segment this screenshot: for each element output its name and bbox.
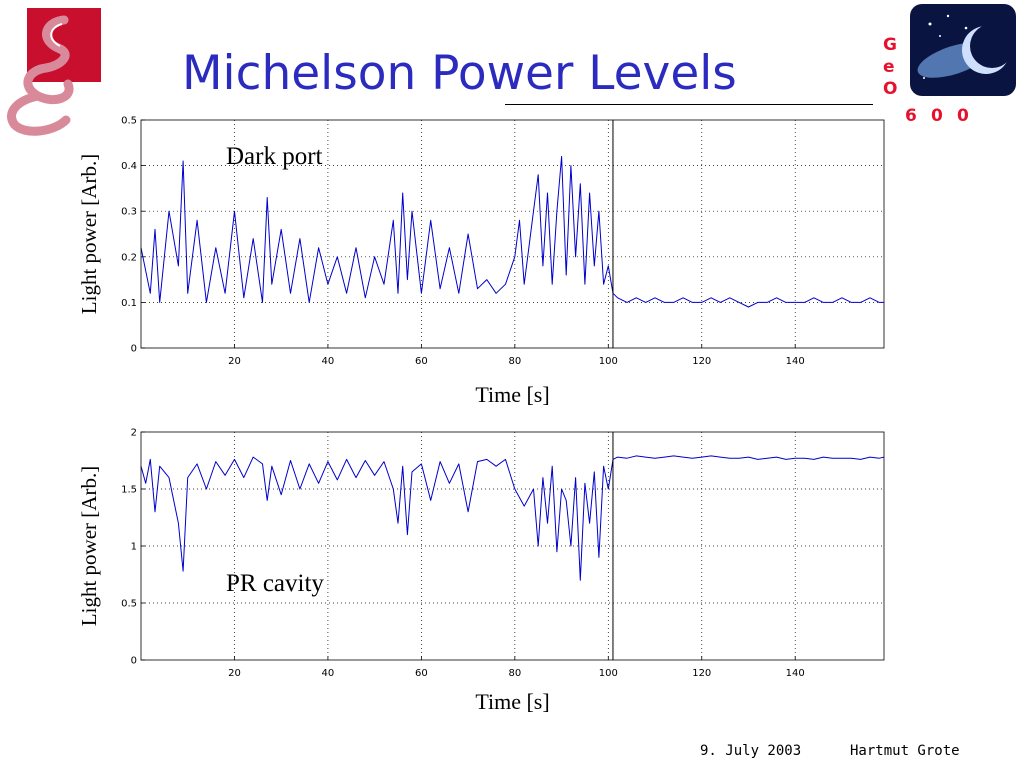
- logo-letter: O: [883, 79, 897, 99]
- plot-frame: [140, 431, 885, 661]
- logo-planet-shadow: [970, 24, 1014, 68]
- chart-pr-cavity: 20 40 60 80 100 120 140 0 0.5 1 1.5 2 PR cavity Time …: [77, 428, 885, 714]
- institution-logo: [7, 8, 101, 136]
- series-line: [140, 156, 884, 308]
- x-tick-label: 40: [322, 356, 335, 367]
- logo-number: 6: [905, 106, 917, 126]
- logo-star: [939, 35, 941, 37]
- logo-star: [946, 14, 950, 18]
- x-tick-label: 80: [508, 356, 521, 367]
- x-tick-label: 20: [228, 356, 241, 367]
- logo-letter: e: [883, 57, 895, 77]
- y-tick-label: 1: [131, 542, 137, 553]
- logo-swirl: [7, 15, 74, 136]
- y-tick-label: 2: [131, 428, 137, 439]
- chart-annotation: PR cavity: [226, 570, 324, 597]
- x-axis-label: Time [s]: [475, 382, 549, 407]
- x-tick-label: 60: [415, 356, 428, 367]
- x-tick-label: 120: [692, 668, 711, 679]
- logo-swirl-inner: [50, 23, 63, 47]
- y-tick-label: 0: [131, 656, 137, 667]
- y-tick-label: 0.3: [121, 207, 137, 218]
- page-title: Michelson Power Levels: [182, 46, 737, 101]
- x-tick-label: 120: [692, 356, 711, 367]
- logo-star: [964, 26, 968, 30]
- plot-frame: [140, 119, 885, 349]
- series-line: [140, 455, 885, 581]
- logo-number: 0: [931, 106, 943, 126]
- title-underline: [505, 104, 873, 105]
- x-tick-label: 100: [599, 668, 618, 679]
- y-tick-label: 1.5: [121, 485, 137, 496]
- chart-annotation: Dark port: [226, 143, 323, 170]
- chart-dark-port: 20 40 60 80 100 120 140 0 0.1 0.2 0.3 0.4 0.5 Dark po…: [77, 116, 885, 407]
- x-tick-label: 20: [228, 668, 241, 679]
- logo-star: [923, 77, 925, 79]
- y-tick-label: 0.5: [121, 599, 137, 610]
- x-tick-label: 40: [322, 668, 335, 679]
- y-axis-label: Light power [Arb.]: [77, 466, 101, 626]
- logo-number: 0: [957, 106, 969, 126]
- plot-area: [141, 432, 884, 660]
- y-tick-label: 0.2: [121, 252, 137, 263]
- x-axis-label: Time [s]: [475, 689, 549, 714]
- footer-author: Hartmut Grote: [850, 743, 960, 759]
- x-tick-label: 60: [415, 668, 428, 679]
- footer-date: 9. July 2003: [700, 743, 802, 759]
- logo-letter: G: [883, 35, 897, 55]
- y-tick-label: 0: [131, 344, 137, 355]
- x-tick-label: 100: [599, 356, 618, 367]
- y-tick-label: 0.4: [121, 161, 137, 172]
- y-tick-label: 0.5: [121, 116, 137, 127]
- y-tick-label: 0.1: [121, 298, 137, 309]
- y-axis-label: Light power [Arb.]: [77, 154, 101, 314]
- logo-star: [928, 22, 932, 26]
- geo600-logo: G e O 6 0 0: [883, 4, 1016, 126]
- x-tick-label: 140: [786, 668, 805, 679]
- x-tick-label: 80: [508, 668, 521, 679]
- x-tick-label: 140: [786, 356, 805, 367]
- plot-area: [141, 120, 884, 348]
